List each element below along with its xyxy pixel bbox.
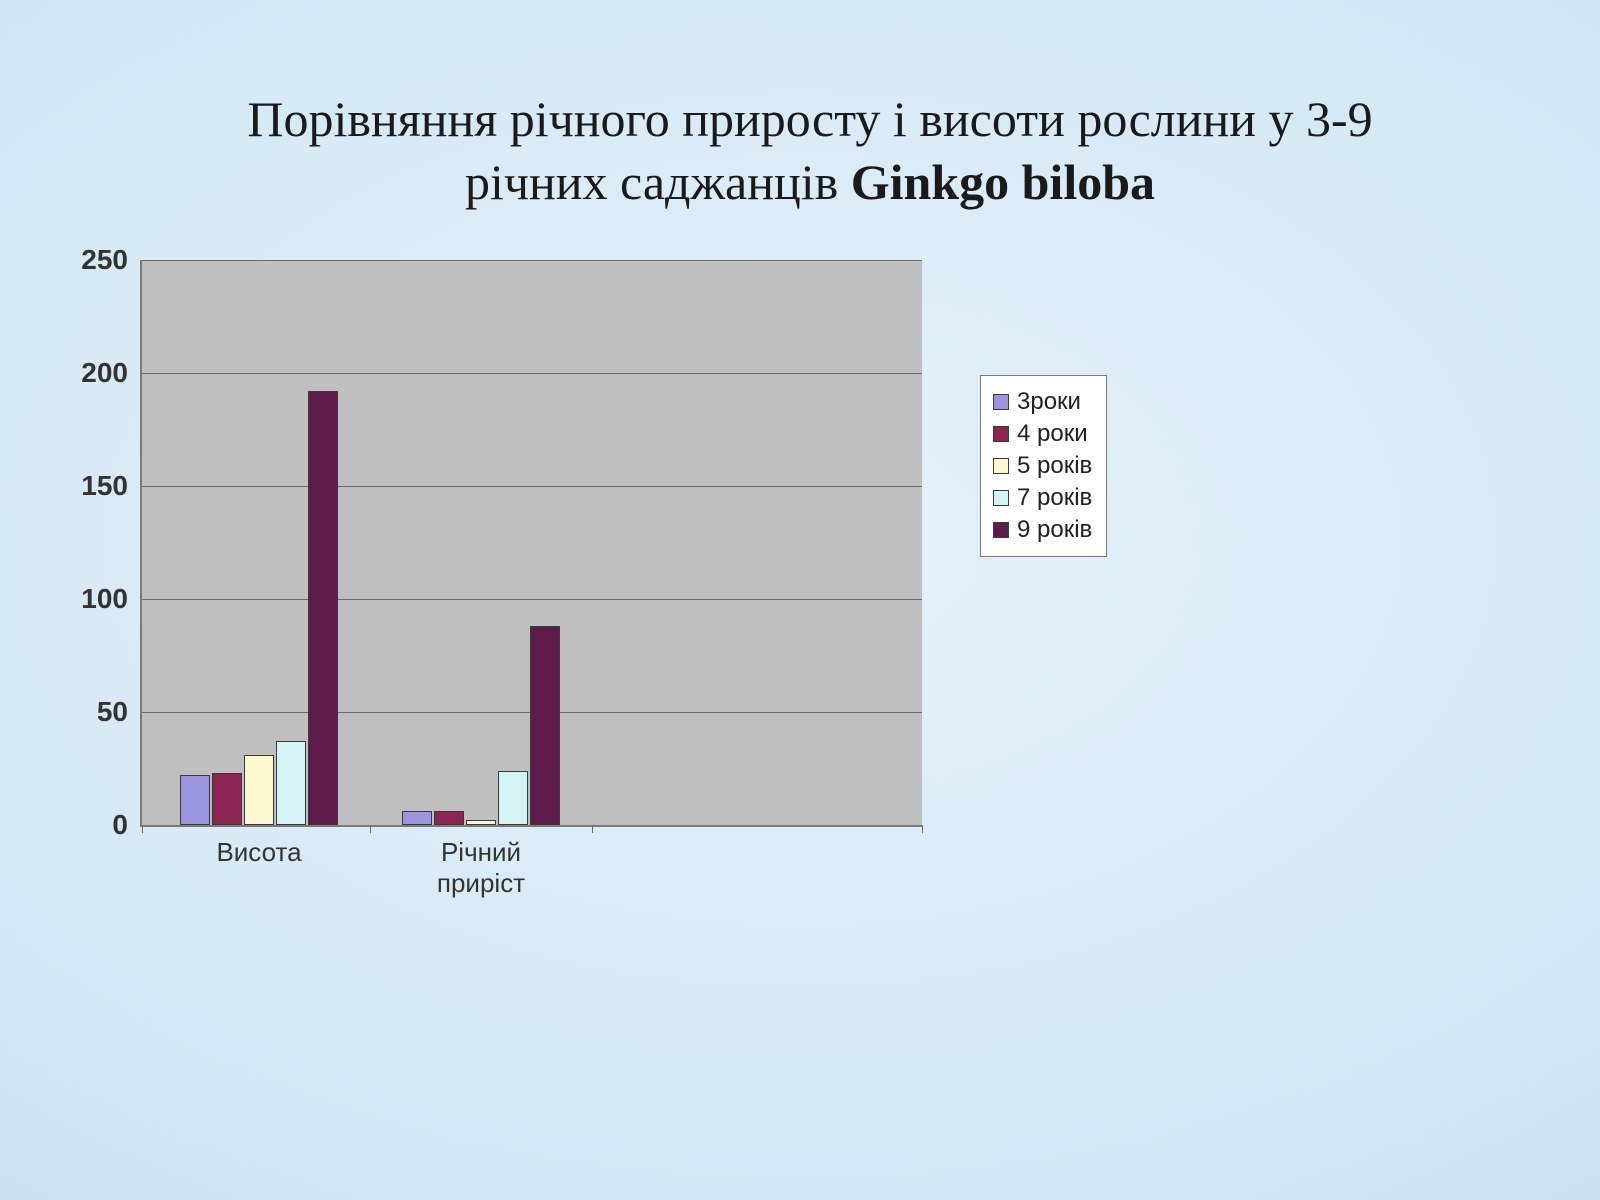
chart-gridline [142,260,922,261]
chart-bar [276,741,306,825]
legend-label: 9 років [1017,516,1092,544]
x-axis-tick [922,825,923,833]
y-axis-tick-label: 100 [81,583,142,615]
legend-label: 7 років [1017,484,1092,512]
chart-bar [308,391,338,825]
x-axis-category-label: Річний приріст [437,825,525,899]
legend-swatch [993,426,1009,442]
legend-item: 4 роки [993,418,1092,450]
legend-swatch [993,522,1009,538]
chart-body: 050100150200250ВисотаРічний приріст 3рок… [140,260,922,827]
x-axis-tick [370,825,371,833]
chart-container: 050100150200250ВисотаРічний приріст 3рок… [140,260,922,827]
slide: Порівняння річного приросту і висоти рос… [0,0,1600,1200]
chart-bar [212,773,242,825]
legend-label: 5 років [1017,452,1092,480]
legend-swatch [993,458,1009,474]
legend-item: 7 років [993,482,1092,514]
chart-bar [402,811,432,825]
legend-item: 3роки [993,386,1092,418]
legend-item: 9 років [993,514,1092,546]
y-axis-tick-label: 200 [81,357,142,389]
chart-bar [434,811,464,825]
title-line2-plain: річних саджанців [465,154,851,210]
legend-swatch [993,394,1009,410]
chart-gridline [142,486,922,487]
chart-bar [498,771,528,825]
title-line1: Порівняння річного приросту і висоти рос… [247,91,1372,147]
legend-label: 3роки [1017,388,1081,416]
legend-item: 5 років [993,450,1092,482]
legend-swatch [993,490,1009,506]
chart-bar [530,626,560,825]
y-axis-tick-label: 250 [81,244,142,276]
chart-gridline [142,373,922,374]
x-axis-tick [592,825,593,833]
chart-bar [180,775,210,825]
chart-bar [244,755,274,825]
legend-label: 4 роки [1017,420,1088,448]
y-axis-tick-label: 50 [97,696,142,728]
chart-gridline [142,599,922,600]
y-axis-tick-label: 150 [81,470,142,502]
chart-plot-area: 050100150200250ВисотаРічний приріст [140,260,922,827]
chart-legend: 3роки 4 роки 5 років 7 років 9 років [980,375,1107,557]
page-title: Порівняння річного приросту і висоти рос… [100,88,1520,213]
x-axis-category-label: Висота [216,825,301,868]
title-line2-bold: Ginkgo biloba [851,154,1155,210]
y-axis-tick-label: 0 [112,809,142,841]
x-axis-tick [142,825,143,833]
